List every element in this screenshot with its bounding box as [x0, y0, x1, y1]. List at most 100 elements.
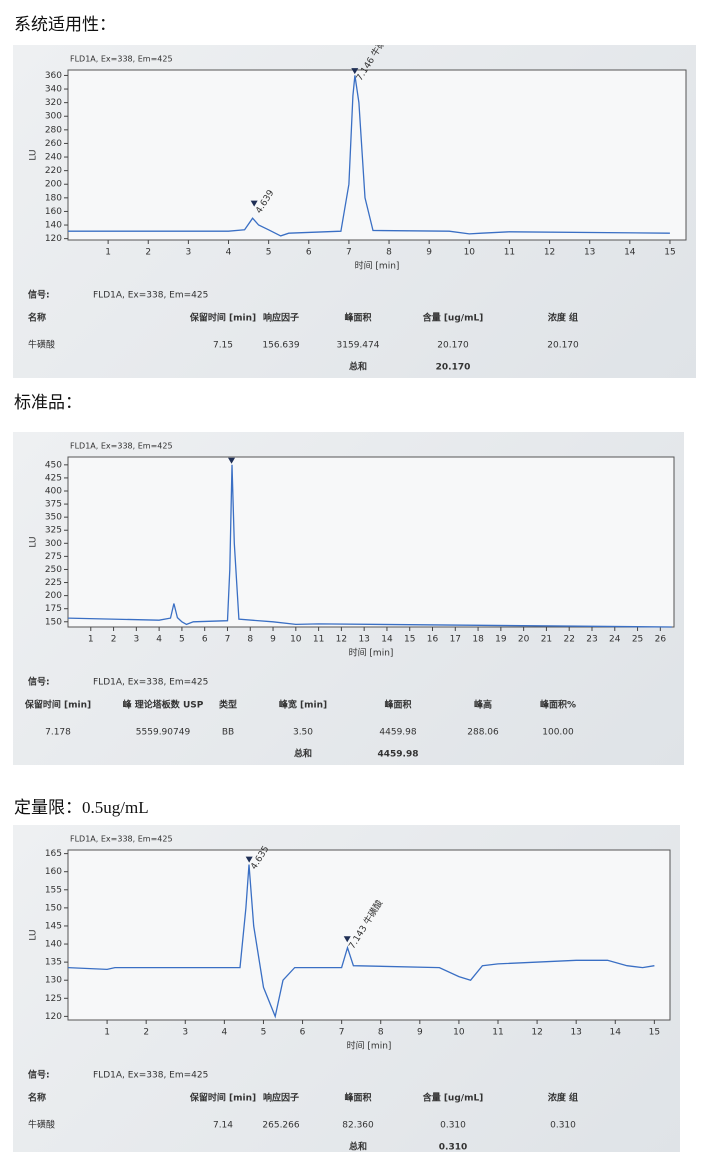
y-tick-label: 160	[45, 207, 62, 217]
x-tick-label: 5	[266, 248, 272, 258]
total-label: 总和	[294, 748, 312, 760]
table-cell: 265.266	[262, 1121, 299, 1131]
table-cell: 7.14	[213, 1121, 233, 1131]
x-tick-label: 8	[247, 635, 253, 645]
y-tick-label: 200	[45, 591, 62, 601]
x-tick-label: 1	[88, 635, 94, 645]
y-tick-label: 120	[45, 234, 62, 244]
x-tick-label: 15	[404, 635, 415, 645]
x-tick-label: 11	[313, 635, 324, 645]
table-header: 含量 [ug/mL]	[422, 1092, 484, 1104]
y-tick-label: 375	[45, 500, 62, 510]
table-cell: 288.06	[467, 728, 499, 738]
peak-marker	[250, 200, 258, 207]
y-tick-label: 130	[45, 976, 62, 986]
x-tick-label: 6	[202, 635, 208, 645]
y-tick-label: 280	[45, 125, 62, 135]
total-value: 0.310	[439, 1143, 467, 1153]
x-tick-label: 10	[464, 248, 476, 258]
section-heading: 系统适用性：	[14, 15, 116, 34]
x-tick-label: 13	[358, 635, 369, 645]
x-tick-label: 23	[586, 635, 597, 645]
y-tick-label: 150	[45, 617, 62, 627]
y-tick-label: 350	[45, 513, 62, 523]
table-cell: 3159.474	[337, 341, 380, 351]
x-tick-label: 7	[225, 635, 231, 645]
y-tick-label: 125	[45, 994, 62, 1004]
y-axis-label: LU	[29, 929, 39, 940]
x-tick-label: 1	[105, 248, 111, 258]
x-tick-label: 1	[104, 1028, 110, 1038]
table-header: 峰面积	[344, 312, 371, 324]
table-header: 峰宽 [min]	[279, 699, 327, 711]
y-axis-label: LU	[29, 149, 39, 160]
signal-line	[67, 464, 672, 628]
y-tick-label: 320	[45, 98, 62, 108]
table-header: 名称	[28, 312, 46, 324]
table-cell: 牛磺酸	[28, 339, 55, 351]
y-tick-label: 300	[45, 539, 62, 549]
x-tick-label: 14	[624, 248, 636, 258]
total-value: 20.170	[436, 363, 471, 373]
peak-marker	[245, 856, 253, 863]
table-header: 类型	[219, 699, 237, 711]
signal-label: 信号:	[28, 676, 50, 688]
table-header: 含量 [ug/mL]	[422, 312, 484, 324]
chart-title: FLD1A, Ex=338, Em=425	[70, 835, 173, 844]
x-tick-label: 18	[472, 635, 484, 645]
plot-area	[67, 849, 671, 1021]
y-tick-label: 120	[45, 1012, 62, 1022]
chart-title: FLD1A, Ex=338, Em=425	[70, 55, 173, 64]
chromatogram-panel: FLD1A, Ex=338, Em=425 LU 时间 [min] 120 140 160…	[13, 45, 696, 378]
y-tick-label: 155	[45, 885, 62, 895]
y-tick-label: 360	[45, 71, 62, 81]
x-tick-label: 24	[609, 635, 621, 645]
peak-marker	[351, 68, 359, 75]
x-tick-label: 21	[541, 635, 552, 645]
table-cell: 7.178	[45, 728, 71, 738]
x-tick-label: 12	[531, 1028, 542, 1038]
table-cell: 5559.90749	[136, 728, 191, 738]
table-cell: 100.00	[542, 728, 574, 738]
x-tick-label: 5	[261, 1028, 267, 1038]
x-tick-label: 3	[182, 1028, 188, 1038]
x-tick-label: 13	[584, 248, 595, 258]
y-tick-label: 150	[45, 903, 62, 913]
signal-value: FLD1A, Ex=338, Em=425	[93, 291, 208, 301]
y-tick-label: 140	[45, 940, 62, 950]
table-cell: 0.310	[550, 1121, 576, 1131]
y-tick-label: 145	[45, 921, 62, 931]
x-tick-label: 14	[610, 1028, 622, 1038]
total-label: 总和	[349, 1141, 367, 1153]
y-tick-label: 250	[45, 565, 62, 575]
y-tick-label: 400	[45, 487, 62, 497]
table-cell: 20.170	[437, 341, 469, 351]
signal-line	[67, 864, 655, 1019]
x-tick-label: 15	[649, 1028, 660, 1038]
x-tick-label: 4	[156, 635, 162, 645]
x-tick-label: 10	[453, 1028, 465, 1038]
table-cell: 0.310	[440, 1121, 466, 1131]
peak-marker	[228, 457, 236, 464]
x-tick-label: 6	[300, 1028, 306, 1038]
x-tick-label: 3	[186, 248, 192, 258]
x-tick-label: 6	[306, 248, 312, 258]
x-tick-label: 17	[450, 635, 461, 645]
x-tick-label: 5	[179, 635, 185, 645]
y-tick-label: 160	[45, 867, 62, 877]
plot-area	[67, 456, 675, 628]
y-tick-label: 300	[45, 112, 62, 122]
x-tick-label: 2	[111, 635, 117, 645]
signal-line	[68, 75, 670, 237]
y-tick-label: 175	[45, 604, 62, 614]
table-header: 响应因子	[263, 1092, 299, 1104]
table-header: 峰面积	[384, 699, 411, 711]
x-axis-label: 时间 [min]	[349, 647, 394, 659]
x-tick-label: 7	[346, 248, 352, 258]
table-header: 名称	[28, 1092, 46, 1104]
table-cell: 4459.98	[379, 728, 416, 738]
table-header: 响应因子	[263, 312, 299, 324]
table-cell: BB	[222, 728, 234, 738]
table-cell: 7.15	[213, 341, 233, 351]
